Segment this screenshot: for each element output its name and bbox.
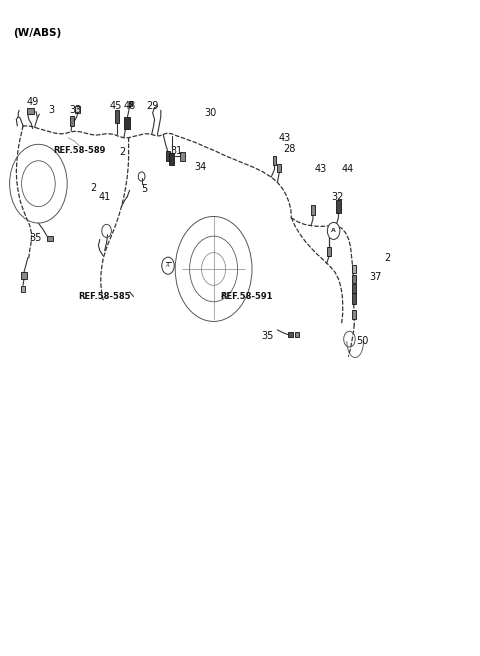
Text: REF.58-589: REF.58-589	[53, 146, 105, 155]
Bar	[70, 116, 74, 126]
Bar	[351, 310, 356, 319]
Bar	[47, 236, 53, 241]
Bar	[277, 164, 281, 172]
Text: 2: 2	[384, 253, 390, 263]
Text: 37: 37	[370, 272, 382, 282]
Text: 29: 29	[146, 101, 159, 112]
Text: 48: 48	[124, 101, 136, 112]
Circle shape	[327, 222, 340, 239]
Text: REF.58-585: REF.58-585	[78, 292, 130, 301]
Bar	[311, 205, 315, 215]
Text: (W/ABS): (W/ABS)	[13, 28, 62, 37]
Text: 49: 49	[26, 96, 39, 107]
Text: 32: 32	[331, 192, 344, 202]
Text: REF.58-591: REF.58-591	[220, 292, 272, 301]
Text: 28: 28	[283, 144, 296, 154]
Text: 2: 2	[90, 183, 96, 194]
Text: 30: 30	[204, 108, 216, 118]
Text: 43: 43	[314, 164, 327, 174]
Bar	[336, 200, 341, 213]
Bar	[351, 275, 356, 283]
Circle shape	[162, 257, 174, 274]
Bar	[295, 332, 299, 337]
Bar	[327, 247, 331, 256]
Text: 45: 45	[109, 101, 122, 112]
Text: 3: 3	[48, 104, 54, 115]
Text: 2: 2	[119, 147, 125, 157]
Text: 33: 33	[70, 104, 82, 115]
Text: 35: 35	[262, 331, 274, 341]
Text: 43: 43	[278, 133, 291, 143]
Bar	[351, 284, 356, 293]
Bar	[273, 156, 276, 165]
Text: 34: 34	[194, 162, 207, 173]
Bar	[288, 332, 293, 337]
Text: 5: 5	[142, 184, 148, 194]
Text: $\overline{A}$: $\overline{A}$	[165, 261, 171, 270]
Bar	[27, 108, 34, 114]
Bar	[351, 293, 356, 304]
Bar	[124, 117, 130, 129]
Text: 31: 31	[170, 146, 183, 156]
Text: 41: 41	[98, 192, 111, 202]
Bar	[21, 285, 25, 291]
Bar	[129, 101, 132, 106]
Bar	[21, 272, 27, 279]
Text: 35: 35	[30, 233, 42, 243]
Text: 50: 50	[356, 336, 369, 346]
Bar	[75, 106, 80, 113]
Bar	[169, 153, 174, 165]
Bar	[351, 265, 356, 273]
Bar	[180, 152, 185, 161]
Bar	[115, 110, 119, 123]
Text: A: A	[331, 228, 336, 234]
Bar	[166, 151, 170, 161]
Text: 44: 44	[342, 164, 354, 174]
